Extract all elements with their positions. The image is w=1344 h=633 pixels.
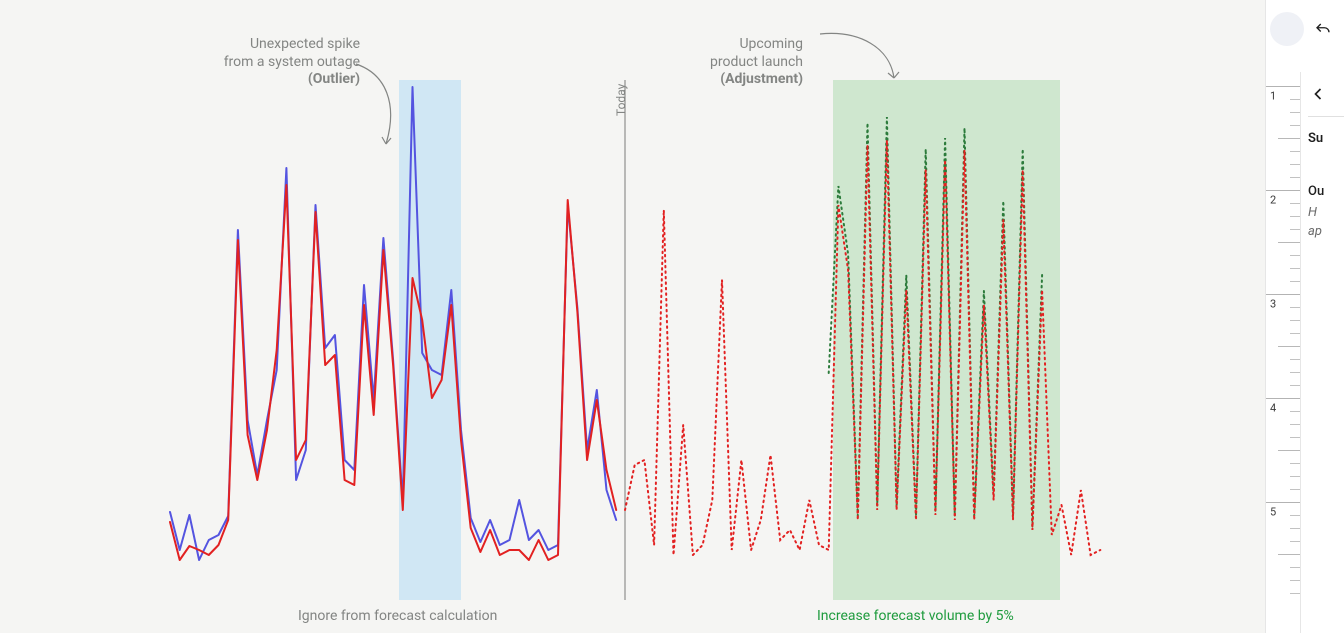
adjustment-annotation: Upcoming product launch (Adjustment) [693, 36, 803, 89]
outlier-annotation-line2: from a system outage [185, 54, 360, 72]
sidebar-desc-2: ap [1308, 220, 1344, 239]
vertical-ruler[interactable]: 1 2 3 4 5 [1266, 72, 1301, 633]
adjustment-annotation-line1: Upcoming [693, 36, 803, 54]
adjustment-caption: Increase forecast volume by 5% [817, 608, 1014, 624]
sidebar-outline-label: Ou [1308, 178, 1344, 201]
undo-icon[interactable] [1306, 20, 1340, 40]
outlier-annotation-line3: (Outlier) [185, 71, 360, 89]
sidebar-toolbar [1266, 6, 1344, 52]
ruler-label-1: 1 [1270, 90, 1276, 103]
outlier-annotation: Unexpected spike from a system outage (O… [185, 36, 360, 89]
chart-svg [0, 0, 1266, 633]
right-sidebar: 1 2 3 4 5 Su Ou H ap [1265, 0, 1344, 633]
ruler-label-2: 2 [1270, 194, 1276, 207]
outlier-annotation-line1: Unexpected spike [185, 36, 360, 54]
adjustment-annotation-line2: product launch [693, 54, 803, 72]
today-label: Today [614, 84, 628, 116]
ruler-label-5: 5 [1270, 506, 1276, 519]
outlier-arrow [356, 64, 416, 164]
sidebar-summary-label: Su [1308, 117, 1344, 154]
arrow-left-icon [1308, 84, 1328, 104]
adjustment-annotation-line3: (Adjustment) [693, 71, 803, 89]
ruler-label-3: 3 [1270, 298, 1276, 311]
adjustment-arrow [820, 34, 910, 104]
back-button[interactable] [1308, 72, 1344, 117]
toolbar-pill[interactable] [1270, 12, 1304, 46]
ruler-label-4: 4 [1270, 402, 1276, 415]
forecast-chart: Unexpected spike from a system outage (O… [0, 0, 1266, 633]
sidebar-desc-1: H [1308, 201, 1344, 220]
sidebar-outline: Su Ou H ap [1308, 72, 1344, 633]
outlier-caption: Ignore from forecast calculation [298, 608, 497, 624]
